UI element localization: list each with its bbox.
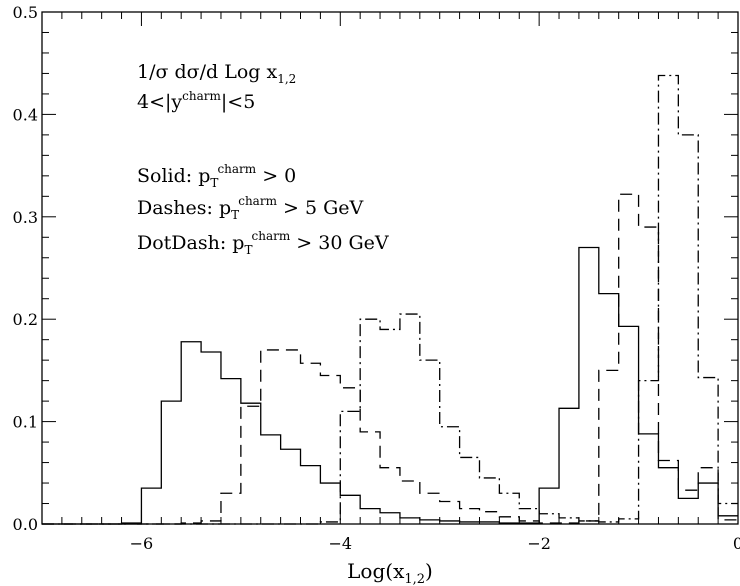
annotation-rapidity-cut: 4<|ycharm|<5 xyxy=(137,89,255,113)
legend-solid: Solid: pTcharm > 0 xyxy=(137,162,296,190)
x-tick-label: −6 xyxy=(130,534,154,553)
y-tick-label: 0.5 xyxy=(13,3,38,22)
y-tick-label: 0.2 xyxy=(13,310,38,329)
legend-dashes: Dashes: pTcharm > 5 GeV xyxy=(137,194,364,222)
axis-ticks xyxy=(41,11,739,525)
series-dotdash-line xyxy=(42,74,738,525)
series-solid-line xyxy=(42,246,738,525)
x-tick-label: 0 xyxy=(733,534,740,553)
y-tick-label: 0.4 xyxy=(13,105,38,124)
x-axis-label: Log(x1,2) xyxy=(347,559,433,586)
series-dashes-line xyxy=(42,193,738,525)
y-tick-label: 0.3 xyxy=(13,208,38,227)
y-tick-label: 0.1 xyxy=(13,413,38,432)
legend-dotdash: DotDash: pTcharm > 30 GeV xyxy=(137,229,389,257)
axis-tick-labels: −6 −4 −2 0 0.0 0.1 0.2 0.3 0.4 0.5 xyxy=(13,3,740,553)
x-tick-label: −2 xyxy=(527,534,551,553)
series-layer xyxy=(42,74,738,525)
plot-frame xyxy=(41,11,739,525)
y-tick-label: 0.0 xyxy=(13,515,38,534)
x-tick-label: −4 xyxy=(328,534,352,553)
annotation-block: 1/σ dσ/d Log x1,2 4<|ycharm|<5 Solid: pT… xyxy=(137,61,389,257)
annotation-normalization: 1/σ dσ/d Log x1,2 xyxy=(137,61,296,86)
